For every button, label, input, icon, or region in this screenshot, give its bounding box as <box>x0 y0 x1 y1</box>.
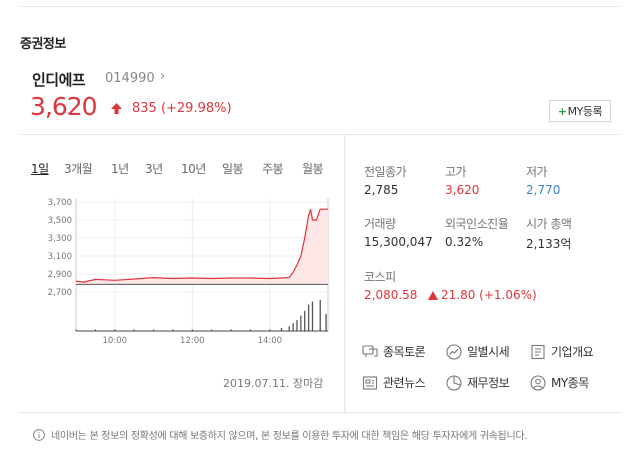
add-my-stock-button[interactable]: + MY등록 <box>549 100 611 122</box>
high-label: 고가 <box>445 165 467 179</box>
price-change: 835 (+29.98%) <box>132 101 232 116</box>
daily-price-link-label: 일별시세 <box>467 345 510 359</box>
tab-daily-candle[interactable]: 일봉 <box>222 162 244 176</box>
company-info-link[interactable]: 기업개요 <box>530 343 594 360</box>
trend-chart-icon <box>446 343 462 360</box>
tab-1day[interactable]: 1일 <box>31 162 49 176</box>
up-arrow-icon <box>111 103 122 114</box>
header-divider <box>20 134 620 135</box>
foreign-ratio-label: 외국인소진율 <box>445 217 509 231</box>
current-price: 3,620 <box>30 92 98 121</box>
y-tick-label: 2,700 <box>48 288 72 298</box>
add-my-stock-label: MY등록 <box>567 105 603 118</box>
vertical-divider <box>344 134 345 412</box>
chevron-right-icon[interactable]: › <box>160 69 166 84</box>
financials-link[interactable]: 재무정보 <box>446 374 510 391</box>
stock-code[interactable]: 014990 <box>105 71 155 86</box>
x-tick-label: 10:00 <box>103 336 128 346</box>
tab-1year[interactable]: 1년 <box>111 162 129 176</box>
disclaimer-text: 네이버는 본 정보의 정확성에 대해 보증하지 않으며, 본 정보를 이용한 투… <box>51 431 528 442</box>
my-stocks-link-label: MY종목 <box>551 376 589 390</box>
price-area <box>76 209 328 285</box>
info-icon <box>33 428 45 441</box>
tab-monthly-candle[interactable]: 월봉 <box>302 162 324 176</box>
y-tick-label: 3,700 <box>48 198 72 208</box>
kospi-value: 2,080.58 <box>364 288 418 302</box>
foreign-ratio-value: 0.32% <box>445 235 484 249</box>
news-link-label: 관련뉴스 <box>383 376 426 390</box>
high-value: 3,620 <box>445 183 480 197</box>
daily-price-link[interactable]: 일별시세 <box>446 343 510 360</box>
financials-link-label: 재무정보 <box>467 376 510 390</box>
date-stamp: 2019.07.11. 장마감 <box>223 377 324 390</box>
price-line <box>75 208 328 283</box>
plus-icon: + <box>557 104 567 118</box>
stock-name[interactable]: 인디에프 <box>32 71 86 89</box>
y-tick-label: 3,300 <box>48 234 72 244</box>
tab-weekly-candle[interactable]: 주봉 <box>262 162 284 176</box>
intraday-chart[interactable]: 3,700 3,500 3,300 3,100 2,900 2,700 10:00 12:0… <box>20 185 335 350</box>
low-label: 저가 <box>526 165 548 179</box>
user-icon <box>530 374 546 391</box>
x-tick-label: 14:00 <box>258 336 283 346</box>
y-tick-label: 2,900 <box>48 270 72 280</box>
discussion-link[interactable]: 종목토론 <box>362 343 426 360</box>
low-value: 2,770 <box>526 183 561 197</box>
section-title: 증권정보 <box>20 37 66 52</box>
y-tick-label: 3,500 <box>48 216 72 226</box>
tab-3year[interactable]: 3년 <box>145 162 163 176</box>
top-rule <box>20 6 620 7</box>
pie-chart-icon <box>446 374 462 391</box>
disclaimer: 네이버는 본 정보의 정확성에 대해 보증하지 않으며, 본 정보를 이용한 투… <box>33 427 527 442</box>
tab-10year[interactable]: 10년 <box>181 162 206 176</box>
kospi-change: 21.80 (+1.06%) <box>441 288 537 302</box>
company-info-link-label: 기업개요 <box>551 345 594 359</box>
news-link[interactable]: 관련뉴스 <box>362 374 426 391</box>
x-tick-label: 12:00 <box>180 336 205 346</box>
volume-label: 거래량 <box>364 217 396 231</box>
kospi-label: 코스피 <box>364 270 396 284</box>
tab-3month[interactable]: 3개월 <box>64 162 93 176</box>
y-tick-label: 3,100 <box>48 252 72 262</box>
document-list-icon <box>531 344 545 359</box>
chat-bubbles-icon <box>362 344 378 357</box>
my-stocks-link[interactable]: MY종목 <box>530 374 589 391</box>
footer-divider <box>20 412 620 413</box>
newspaper-icon <box>362 375 378 390</box>
volume-value: 15,300,047 <box>364 235 433 249</box>
market-cap-label: 시가 총액 <box>526 217 572 231</box>
prev-close-value: 2,785 <box>364 183 399 197</box>
up-triangle-icon <box>428 291 438 300</box>
prev-close-label: 전일종가 <box>364 165 407 179</box>
market-cap-value: 2,133억 <box>526 237 572 251</box>
discussion-link-label: 종목토론 <box>383 345 426 359</box>
